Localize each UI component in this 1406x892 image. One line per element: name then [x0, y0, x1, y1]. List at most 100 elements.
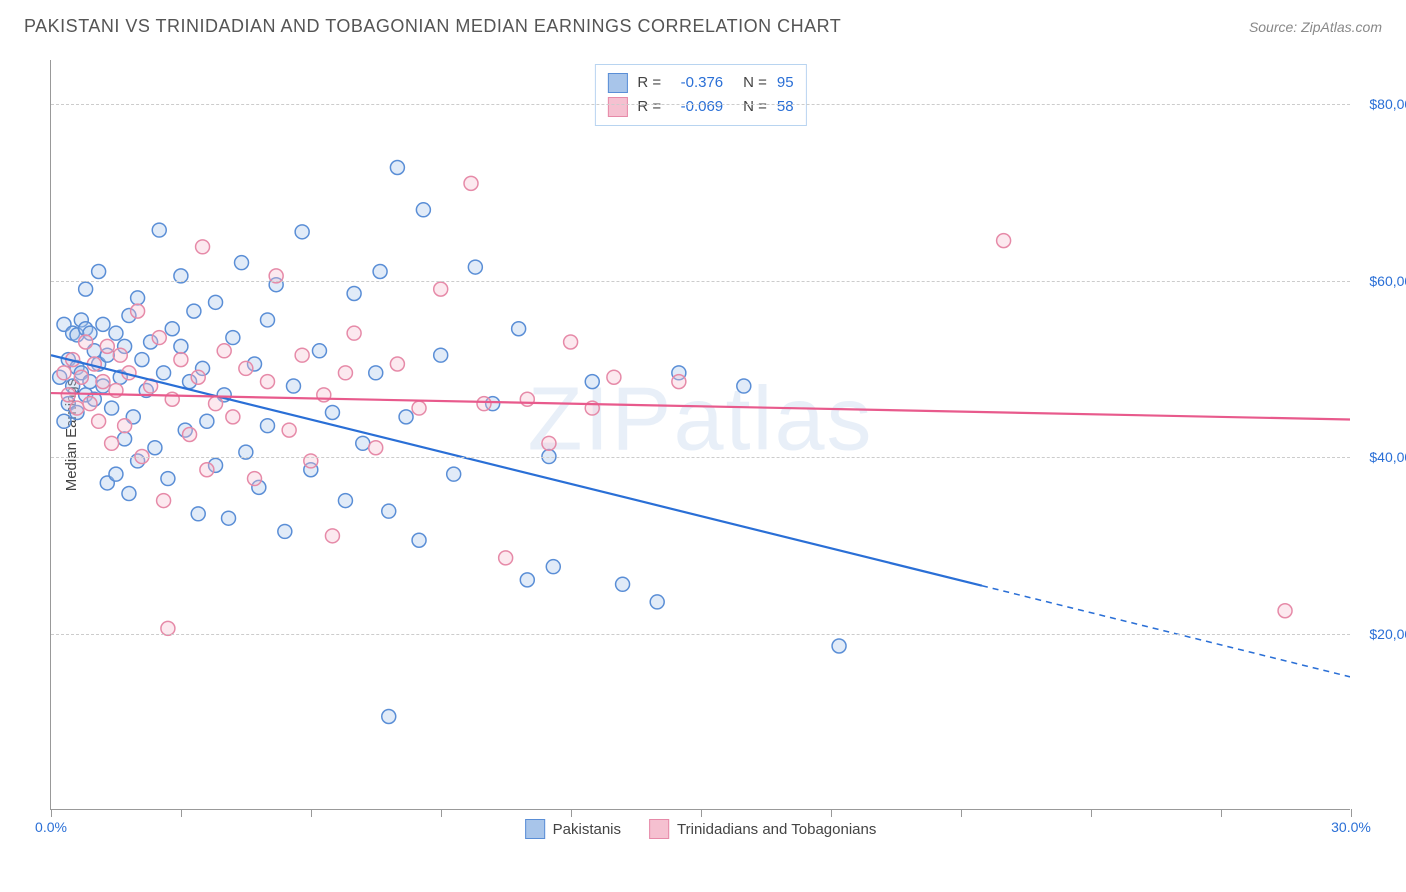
x-tick: [441, 809, 442, 817]
data-point: [338, 366, 352, 380]
data-point: [105, 401, 119, 415]
data-point: [542, 436, 556, 450]
data-point: [122, 309, 136, 323]
data-point: [382, 709, 396, 723]
data-point: [447, 467, 461, 481]
data-point: [131, 291, 145, 305]
data-point: [79, 322, 93, 336]
data-point: [222, 511, 236, 525]
data-point: [585, 375, 599, 389]
data-point: [57, 366, 71, 380]
data-point: [87, 357, 101, 371]
data-point: [109, 326, 123, 340]
data-point: [520, 573, 534, 587]
data-point: [96, 375, 110, 389]
data-point: [477, 397, 491, 411]
x-tick: [571, 809, 572, 817]
data-point: [66, 326, 80, 340]
data-point: [261, 313, 275, 327]
data-point: [373, 264, 387, 278]
legend-swatch-icon: [607, 73, 627, 93]
y-tick-label: $80,000: [1360, 96, 1406, 112]
data-point: [118, 339, 132, 353]
regression-line: [51, 355, 982, 586]
data-point: [282, 423, 296, 437]
y-tick-label: $40,000: [1360, 449, 1406, 465]
chart-plot-area: Median Earnings ZIPatlas R =-0.376N =95R…: [50, 60, 1350, 810]
data-point: [278, 524, 292, 538]
data-point: [248, 472, 262, 486]
data-point: [412, 533, 426, 547]
data-point: [96, 379, 110, 393]
data-point: [468, 260, 482, 274]
x-tick: [1221, 809, 1222, 817]
data-point: [347, 326, 361, 340]
data-point: [191, 370, 205, 384]
data-point: [157, 494, 171, 508]
data-point: [499, 551, 513, 565]
data-point: [57, 317, 71, 331]
data-point: [118, 419, 132, 433]
data-point: [74, 366, 88, 380]
data-point: [70, 361, 84, 375]
data-point: [148, 441, 162, 455]
x-tick: [1091, 809, 1092, 817]
data-point: [390, 357, 404, 371]
data-point: [144, 379, 158, 393]
data-point: [165, 392, 179, 406]
data-point: [317, 388, 331, 402]
data-point: [209, 397, 223, 411]
data-point: [126, 410, 140, 424]
x-tick: [51, 809, 52, 817]
legend-stat-row: R =-0.376N =95: [607, 71, 793, 95]
watermark-text: ZIPatlas: [527, 368, 873, 471]
chart-source: Source: ZipAtlas.com: [1249, 19, 1382, 35]
data-point: [109, 383, 123, 397]
data-point: [100, 476, 114, 490]
data-point: [286, 379, 300, 393]
data-point: [70, 328, 84, 342]
data-point: [113, 348, 127, 362]
x-tick-label: 0.0%: [35, 819, 67, 835]
n-label: N =: [743, 95, 767, 119]
x-tick: [1351, 809, 1352, 817]
data-point: [520, 392, 534, 406]
data-point: [183, 375, 197, 389]
data-point: [650, 595, 664, 609]
data-point: [79, 335, 93, 349]
data-point: [139, 383, 153, 397]
data-point: [83, 326, 97, 340]
data-point: [295, 348, 309, 362]
data-point: [252, 480, 266, 494]
x-tick: [831, 809, 832, 817]
r-value: -0.069: [671, 95, 723, 119]
data-point: [616, 577, 630, 591]
data-point: [564, 335, 578, 349]
data-point: [737, 379, 751, 393]
x-tick: [961, 809, 962, 817]
data-point: [87, 392, 101, 406]
data-point: [261, 375, 275, 389]
gridline: [51, 104, 1350, 105]
legend-swatch-icon: [525, 819, 545, 839]
correlation-legend: R =-0.376N =95R =-0.069N =58: [594, 64, 806, 126]
regression-line-extrapolated: [982, 586, 1350, 677]
data-point: [122, 487, 136, 501]
data-point: [434, 348, 448, 362]
data-point: [312, 344, 326, 358]
x-tick-label: 30.0%: [1331, 819, 1371, 835]
data-point: [161, 472, 175, 486]
n-label: N =: [743, 71, 767, 95]
gridline: [51, 457, 1350, 458]
data-point: [187, 304, 201, 318]
data-point: [304, 463, 318, 477]
legend-swatch-icon: [649, 819, 669, 839]
data-point: [217, 344, 231, 358]
data-point: [105, 436, 119, 450]
data-point: [416, 203, 430, 217]
data-point: [399, 410, 413, 424]
data-point: [79, 282, 93, 296]
data-point: [165, 322, 179, 336]
data-point: [261, 419, 275, 433]
data-point: [83, 397, 97, 411]
